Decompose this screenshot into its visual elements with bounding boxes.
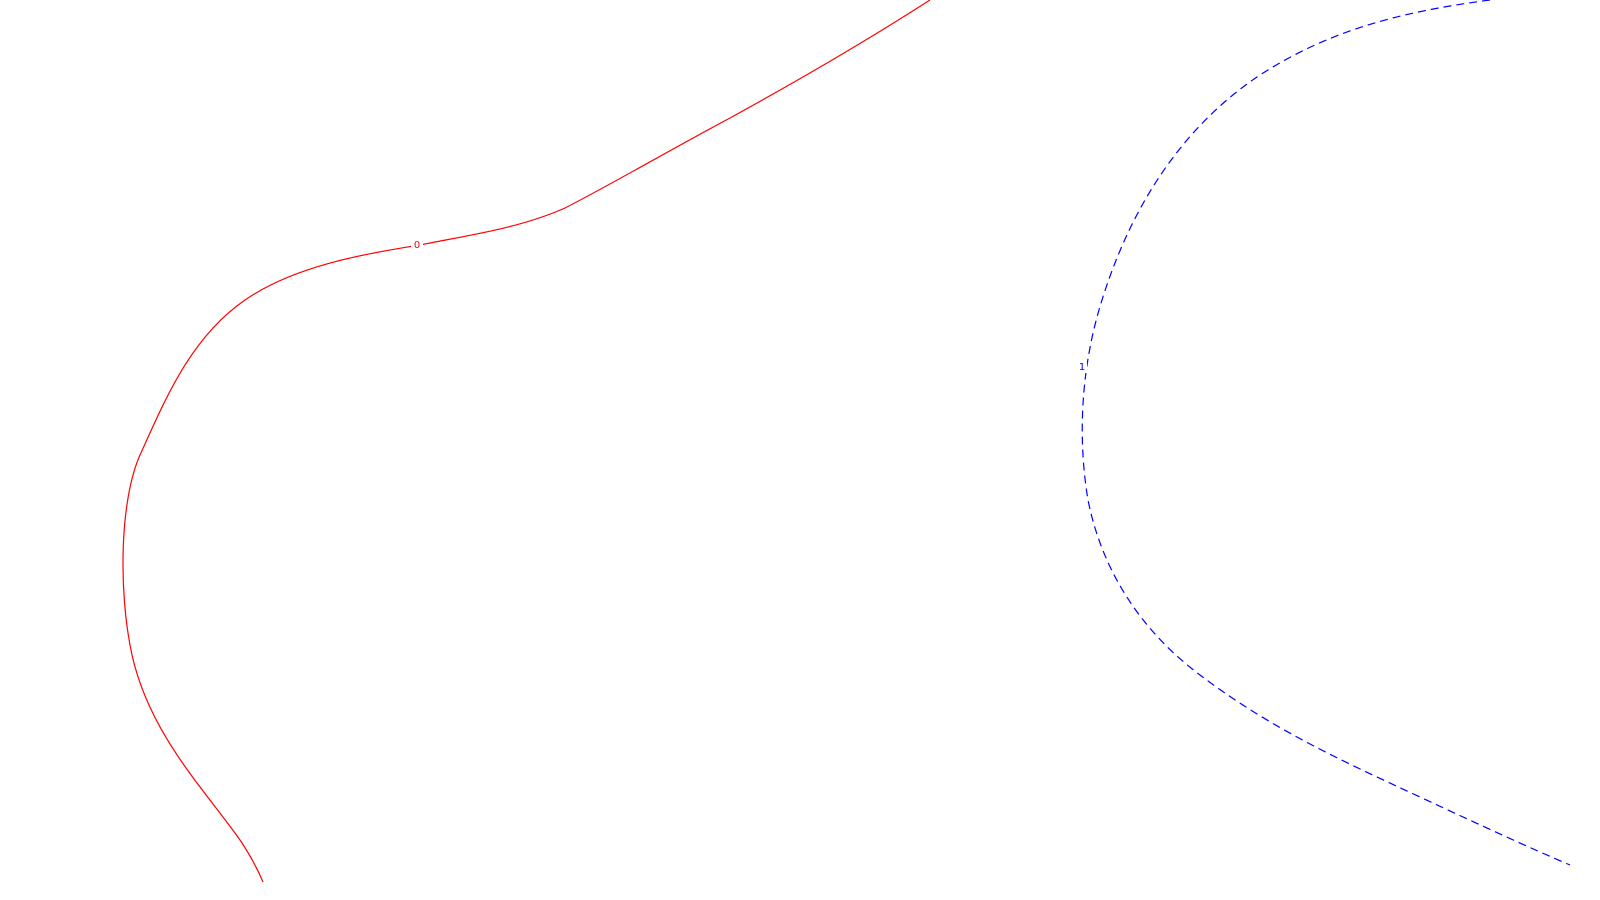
- contour-line-0: [122, 0, 931, 883]
- contour-label-0: 0: [414, 240, 420, 251]
- contour-label-0-mask: [411, 238, 423, 251]
- contour-label-1-mask: [1076, 360, 1087, 373]
- contour-0-group: 0: [122, 0, 931, 883]
- contour-1-group: 1: [1076, 0, 1571, 866]
- contour-label-1: 1: [1079, 362, 1085, 373]
